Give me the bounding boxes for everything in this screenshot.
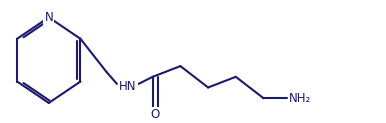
Text: O: O: [151, 108, 160, 121]
Text: HN: HN: [119, 80, 137, 93]
Text: NH₂: NH₂: [289, 92, 311, 105]
Text: N: N: [44, 11, 53, 24]
